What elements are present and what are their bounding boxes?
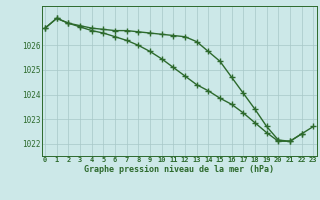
- X-axis label: Graphe pression niveau de la mer (hPa): Graphe pression niveau de la mer (hPa): [84, 165, 274, 174]
